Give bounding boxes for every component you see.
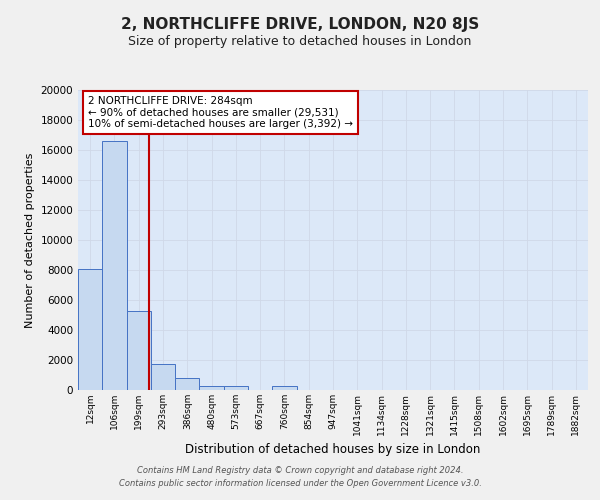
Bar — [102, 141, 127, 390]
Bar — [78, 268, 102, 390]
Text: 2, NORTHCLIFFE DRIVE, LONDON, N20 8JS: 2, NORTHCLIFFE DRIVE, LONDON, N20 8JS — [121, 18, 479, 32]
Bar — [151, 364, 175, 390]
Text: Contains HM Land Registry data © Crown copyright and database right 2024.
Contai: Contains HM Land Registry data © Crown c… — [119, 466, 481, 487]
Bar — [127, 310, 151, 390]
Bar — [272, 386, 296, 390]
Bar — [199, 386, 224, 390]
Text: Size of property relative to detached houses in London: Size of property relative to detached ho… — [128, 35, 472, 48]
Bar — [175, 378, 199, 390]
Y-axis label: Number of detached properties: Number of detached properties — [25, 152, 35, 328]
X-axis label: Distribution of detached houses by size in London: Distribution of detached houses by size … — [185, 443, 481, 456]
Bar — [224, 386, 248, 390]
Text: 2 NORTHCLIFFE DRIVE: 284sqm
← 90% of detached houses are smaller (29,531)
10% of: 2 NORTHCLIFFE DRIVE: 284sqm ← 90% of det… — [88, 96, 353, 129]
